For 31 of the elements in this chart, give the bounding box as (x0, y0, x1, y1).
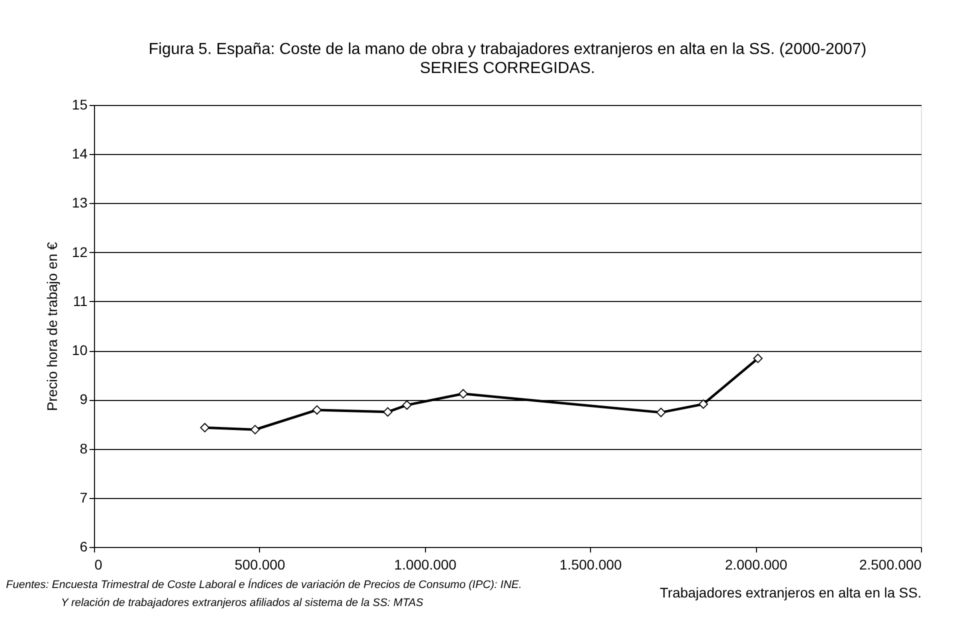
x-tick-label: 1.000.000 (394, 556, 457, 572)
y-tick-label: 7 (80, 489, 88, 506)
point (753, 354, 763, 364)
y-tick-label: 11 (72, 292, 88, 309)
x-tick-label: 1.500.000 (560, 556, 622, 572)
point (383, 407, 392, 417)
y-tick-label: 10 (72, 342, 88, 358)
x-tick-label: 2.500.000 (859, 556, 922, 572)
point (656, 408, 666, 418)
y-tick-label: 14 (72, 146, 88, 162)
chart-title: Figura 5. España: Coste de la mano de obra y trabajadores extranjeros en alta en la SS. (2000-2007) (148, 41, 866, 58)
text: Y relación de trabajadores extranjeros afiliados al sistema de la SS: MTAS (61, 597, 424, 609)
point (458, 389, 468, 398)
point (312, 405, 322, 415)
source-note: Fuentes: Encuesta Trimestral de Coste Laboral e Índices de variación de Precios de Consumo (IPC): INE. (6, 578, 522, 591)
x-tick-label: 2.000.000 (724, 556, 788, 572)
point (698, 399, 708, 409)
x-tick-label: 0 (94, 556, 102, 572)
x-axis-title: Trabajadores extranjeros en alta en la SS. (660, 584, 922, 600)
y-tick-label: 8 (80, 440, 88, 456)
point (402, 400, 412, 410)
y-tick-label: 9 (80, 391, 88, 408)
point (200, 422, 210, 432)
chart-subtitle: SERIES CORREGIDAS. (420, 60, 596, 77)
point (250, 424, 260, 434)
x-tick-label: 500.000 (234, 556, 286, 572)
y-tick-label: 12 (72, 244, 88, 260)
y-tick-label: 6 (80, 538, 88, 554)
y-tick-label: 13 (72, 194, 88, 211)
y-tick-label: 15 (72, 96, 88, 112)
y-axis-title: Precio hora de trabajo en € (44, 242, 60, 411)
